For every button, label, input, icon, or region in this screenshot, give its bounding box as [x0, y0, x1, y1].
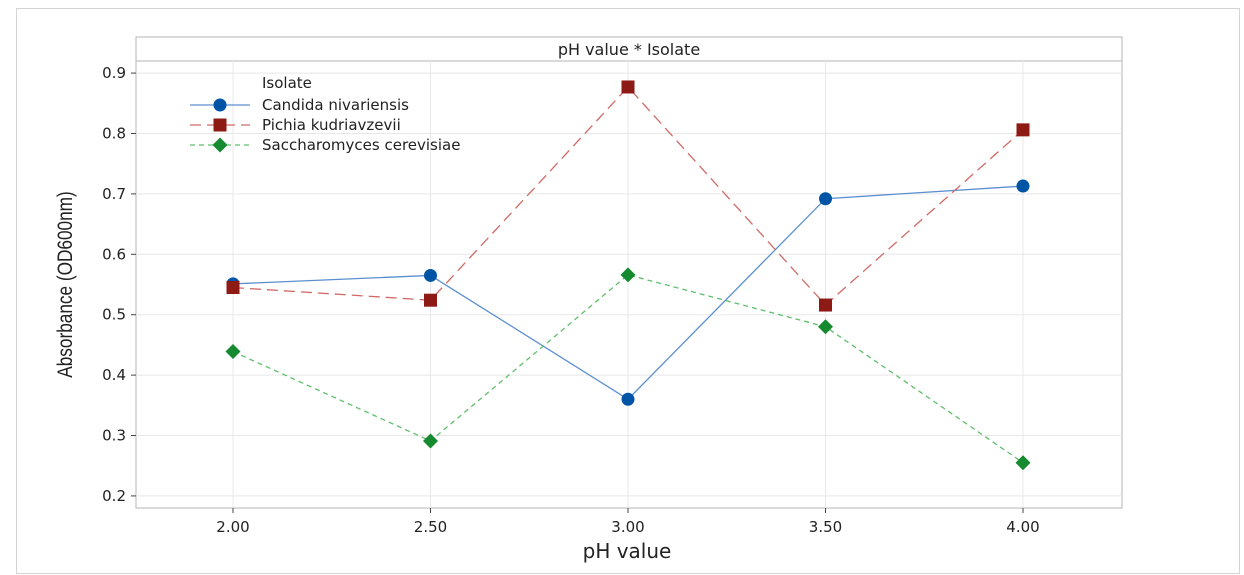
data-point — [1017, 180, 1030, 193]
legend-entry: Saccharomyces cerevisiae — [262, 136, 460, 154]
x-tick-label: 3.50 — [809, 518, 842, 536]
data-point — [819, 299, 832, 312]
x-tick-label: 2.00 — [216, 518, 249, 536]
y-tick-label: 0.2 — [102, 487, 126, 505]
x-tick-label: 4.00 — [1006, 518, 1039, 536]
data-point — [424, 269, 437, 282]
data-point — [622, 393, 635, 406]
chart-title: pH value * Isolate — [558, 40, 700, 59]
legend-marker — [214, 119, 227, 132]
x-axis-ticks: 2.00 2.50 3.00 3.50 4.00 — [216, 508, 1039, 536]
y-tick-label: 0.6 — [102, 245, 126, 263]
legend-marker — [214, 99, 227, 112]
legend-title: Isolate — [262, 74, 312, 92]
x-tick-label: 2.50 — [414, 518, 447, 536]
data-point — [1017, 123, 1030, 136]
y-axis-ticks: 0.2 0.3 0.4 0.5 0.6 0.7 0.8 0.9 — [102, 64, 136, 505]
legend-entry: Pichia kudriavzevii — [262, 116, 401, 134]
y-tick-label: 0.8 — [102, 124, 126, 142]
y-tick-label: 0.5 — [102, 306, 126, 324]
y-tick-label: 0.4 — [102, 366, 126, 384]
y-tick-label: 0.9 — [102, 64, 126, 82]
y-axis-label: Absorbance (OD600nm) — [55, 191, 78, 377]
data-point — [622, 80, 635, 93]
legend-entry: Candida nivariensis — [262, 96, 409, 114]
data-point — [819, 192, 832, 205]
x-axis-label: pH value — [583, 539, 672, 563]
y-tick-label: 0.3 — [102, 427, 126, 445]
x-tick-label: 3.00 — [611, 518, 644, 536]
data-point — [424, 294, 437, 307]
data-point — [227, 281, 240, 294]
y-tick-label: 0.7 — [102, 185, 126, 203]
